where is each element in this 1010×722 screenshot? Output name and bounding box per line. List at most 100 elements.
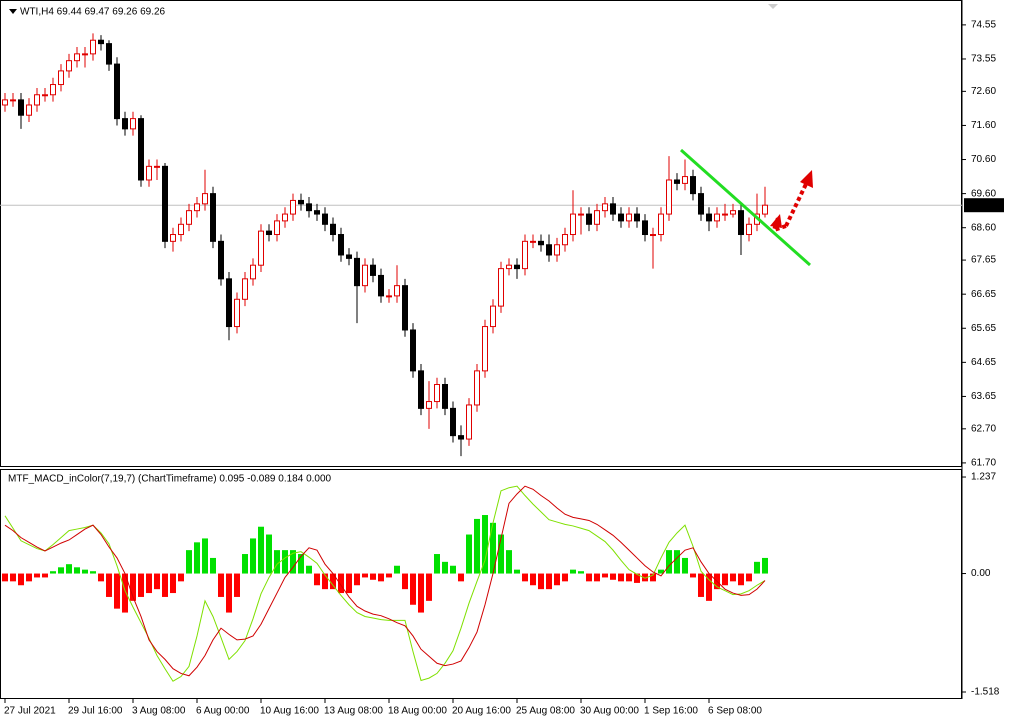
histogram-bar — [578, 571, 584, 574]
x-tick-label: 10 Aug 16:00 — [260, 706, 319, 717]
candle-body — [466, 404, 472, 440]
y-tick-label: 71.60 — [971, 120, 996, 131]
histogram-bar — [514, 569, 520, 574]
candle-body — [410, 329, 416, 372]
candle-body — [58, 70, 64, 86]
candle-body — [66, 60, 72, 72]
histogram-bar — [354, 573, 360, 586]
candle-body — [618, 213, 624, 222]
candle-body — [138, 118, 144, 181]
histogram-bar — [202, 538, 208, 574]
candle-body — [682, 176, 688, 184]
histogram-bar — [266, 534, 272, 574]
candle-body — [202, 193, 208, 205]
candle-body — [498, 268, 504, 307]
candle-body — [554, 244, 560, 256]
histogram-bar — [50, 571, 56, 574]
histogram-bar — [154, 573, 160, 590]
x-tick-label: 1 Sep 16:00 — [644, 706, 698, 717]
candle-body — [194, 203, 200, 212]
candle-body — [178, 223, 184, 236]
histogram-bar — [562, 573, 568, 582]
x-tick-label: 30 Aug 00:00 — [580, 706, 639, 717]
candle-body — [106, 43, 112, 65]
histogram-bar — [586, 573, 592, 582]
candle-body — [610, 203, 616, 215]
candle-body — [458, 435, 464, 440]
candle-body — [522, 240, 528, 270]
histogram-bar — [378, 573, 384, 582]
histogram-bar — [474, 518, 480, 574]
histogram-bar — [682, 557, 688, 574]
candle-body — [626, 213, 632, 222]
histogram-bar — [570, 569, 576, 574]
histogram-bar — [650, 573, 656, 582]
candle-body — [474, 370, 480, 406]
histogram-bar — [66, 564, 72, 574]
x-tick-label: 13 Aug 08:00 — [324, 706, 383, 717]
y-tick-label: 67.65 — [971, 255, 996, 266]
y-tick-label: 66.65 — [971, 289, 996, 300]
histogram-bar — [98, 573, 104, 582]
candle-body — [450, 407, 456, 437]
y-tick-label: 72.60 — [971, 86, 996, 97]
candle-body — [242, 278, 248, 300]
histogram-bar — [666, 550, 672, 574]
candle-body — [490, 305, 496, 328]
histogram-bar — [522, 573, 528, 582]
x-tick-label: 27 Jul 2021 — [4, 706, 56, 717]
histogram-bar — [370, 573, 376, 580]
breakout-arrow — [784, 183, 808, 227]
y-tick-label: 0.00 — [971, 568, 991, 579]
y-tick-label: 70.60 — [971, 154, 996, 165]
histogram-bar — [218, 573, 224, 597]
histogram-bar — [10, 573, 16, 582]
candle-body — [362, 264, 368, 287]
candle-body — [658, 213, 664, 236]
y-tick-label: 1.237 — [971, 472, 996, 483]
histogram-bar — [634, 573, 640, 583]
histogram-bar — [418, 573, 424, 613]
histogram-bar — [74, 567, 80, 574]
histogram-bar — [26, 573, 32, 582]
candle-body — [482, 326, 488, 372]
indicator-panel-frame — [0, 469, 962, 699]
candle-body — [586, 213, 592, 225]
candle-body — [282, 213, 288, 222]
y-tick-label: 65.65 — [971, 323, 996, 334]
candle-body — [746, 223, 752, 236]
histogram-bar — [450, 565, 456, 574]
histogram-bar — [482, 515, 488, 574]
histogram-bar — [706, 573, 712, 601]
histogram-bar — [690, 573, 696, 578]
candle-body — [530, 240, 536, 243]
y-tick-label: 62.70 — [971, 423, 996, 434]
candle-body — [90, 39, 96, 55]
candle-body — [370, 264, 376, 276]
histogram-bar — [754, 561, 760, 574]
x-tick-label: 6 Sep 08:00 — [708, 706, 762, 717]
candle-body — [250, 264, 256, 280]
candle-body — [114, 63, 120, 120]
histogram-bar — [58, 567, 64, 574]
histogram-bar — [674, 550, 680, 574]
candle-body — [274, 220, 280, 236]
candle-body — [170, 234, 176, 242]
histogram-bar — [82, 569, 88, 574]
histogram-bar — [210, 557, 216, 574]
candle-body — [50, 84, 56, 96]
x-tick-label: 18 Aug 00:00 — [388, 706, 447, 717]
histogram-bar — [722, 573, 728, 586]
candle-body — [122, 118, 128, 130]
candle-body — [186, 210, 192, 225]
histogram-bar — [738, 573, 744, 586]
candle-body — [546, 244, 552, 256]
histogram-bar — [138, 573, 144, 597]
indicator-line — [4, 485, 766, 682]
histogram-bar — [330, 573, 336, 590]
candle-body — [234, 298, 240, 328]
candle-body — [346, 254, 352, 259]
candle-body — [506, 264, 512, 270]
x-tick-label: 25 Aug 08:00 — [516, 706, 575, 717]
candle-body — [634, 213, 640, 222]
